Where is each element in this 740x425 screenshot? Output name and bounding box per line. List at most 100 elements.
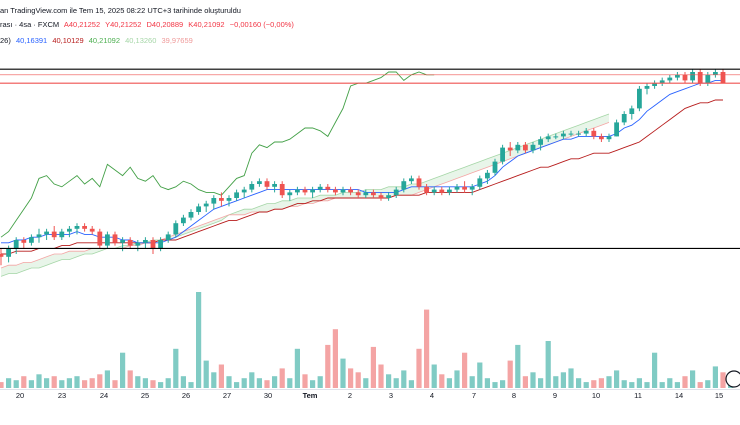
- x-tick-label: 4: [430, 391, 434, 400]
- volume-bar: [355, 372, 361, 388]
- x-tick-label: Tem: [303, 391, 318, 400]
- candle-body: [59, 231, 65, 238]
- x-tick-label: 26: [182, 391, 190, 400]
- candle-body: [530, 144, 536, 151]
- volume-bar: [211, 372, 217, 388]
- volume-bar: [112, 380, 118, 388]
- volume-bar: [59, 380, 65, 388]
- volume-bar: [82, 380, 88, 388]
- volume-bar: [340, 358, 346, 388]
- volume-bar: [142, 378, 148, 388]
- volume-bar: [690, 370, 696, 388]
- header-close: K40,21092: [188, 20, 225, 29]
- candle-body: [477, 178, 483, 187]
- candle-body: [105, 234, 110, 246]
- volume-bar: [667, 378, 673, 388]
- volume-bar: [44, 378, 50, 388]
- candle-body: [295, 189, 300, 193]
- volume-bar: [325, 344, 331, 388]
- candle-body: [264, 181, 270, 187]
- x-tick-label: 7: [472, 391, 476, 400]
- volume-bar: [515, 344, 521, 388]
- ichimoku-span-b-value: 39,97659: [161, 36, 193, 45]
- candle-body: [644, 86, 650, 89]
- volume-bar: [120, 352, 126, 388]
- volume-bar: [218, 364, 224, 388]
- volume-bar: [241, 378, 247, 388]
- candle-body: [0, 254, 4, 257]
- candle-body: [363, 192, 369, 196]
- volume-bar: [500, 380, 506, 388]
- volume-bar: [66, 378, 72, 388]
- candle-body: [675, 74, 680, 78]
- volume-bar: [28, 380, 34, 388]
- volume-bar: [644, 382, 650, 388]
- candle-body: [386, 195, 391, 198]
- candle-body: [241, 189, 247, 193]
- candle-body: [371, 192, 376, 196]
- volume-bar: [446, 378, 452, 388]
- x-tick-label: 8: [512, 391, 516, 400]
- volume-bar: [492, 382, 498, 388]
- candle-body: [462, 186, 467, 190]
- volume-bar: [469, 376, 475, 388]
- volume-bar: [560, 372, 566, 388]
- candle-body: [614, 122, 619, 137]
- volume-bar: [386, 374, 392, 388]
- candle-body: [393, 189, 399, 196]
- candle-body: [310, 189, 315, 193]
- x-tick-label: 15: [715, 391, 723, 400]
- candle-body: [120, 240, 125, 243]
- volume-bar: [682, 376, 688, 388]
- volume-bar: [264, 380, 270, 388]
- volume-bar: [287, 378, 293, 388]
- candle-body: [249, 184, 255, 190]
- header-change: −0,00160 (−0,00%): [229, 20, 294, 29]
- volume-bar: [317, 376, 323, 388]
- volume-bar: [454, 370, 460, 388]
- candle-body: [317, 186, 323, 190]
- volume-bar: [424, 309, 430, 388]
- candle-body: [561, 133, 566, 137]
- header-open: A40,21252: [63, 20, 101, 29]
- volume-bar: [530, 372, 536, 388]
- candle-body: [500, 147, 505, 162]
- volume-bar: [97, 374, 103, 388]
- volume-bar: [652, 352, 658, 388]
- candle-body: [545, 136, 551, 140]
- volume-bar: [158, 382, 164, 388]
- volume-bar: [659, 382, 665, 388]
- candle-body: [219, 198, 224, 201]
- senkou-span-a-line: [0, 113, 610, 277]
- volume-bar: [256, 378, 262, 388]
- candle-body: [409, 178, 414, 182]
- volume-bar: [226, 376, 232, 388]
- volume-bar: [302, 374, 308, 388]
- candle-body: [158, 240, 163, 249]
- candle-body: [378, 195, 384, 198]
- volume-bar: [310, 380, 316, 388]
- ichimoku-kijun-value: 40,10129: [52, 36, 84, 45]
- candle-body: [348, 189, 353, 193]
- candle-body: [697, 72, 703, 84]
- volume-bar: [272, 376, 278, 388]
- ichimoku-legend: 26) 40,16391 40,10129 40,21092 40,13260 …: [0, 36, 196, 45]
- candle-body: [599, 136, 604, 140]
- candle-body: [515, 144, 521, 151]
- candle-body: [629, 108, 635, 114]
- ichimoku-span-a-value: 40,13260: [125, 36, 157, 45]
- candle-body: [13, 240, 19, 249]
- volume-bar: [576, 378, 582, 388]
- candle-body: [165, 234, 171, 240]
- tenkan-sen-line: [1, 79, 723, 244]
- volume-bar: [477, 362, 483, 388]
- volume-bar: [196, 292, 202, 388]
- candle-body: [431, 189, 437, 193]
- candle-body: [401, 181, 407, 190]
- candle-body: [576, 133, 581, 135]
- candle-body: [492, 161, 498, 173]
- chart-header-ohlc: an TradingView.com ile Tem 15, 2025 08:2…: [0, 6, 297, 29]
- volume-bar: [614, 370, 620, 388]
- candle-body: [637, 88, 642, 109]
